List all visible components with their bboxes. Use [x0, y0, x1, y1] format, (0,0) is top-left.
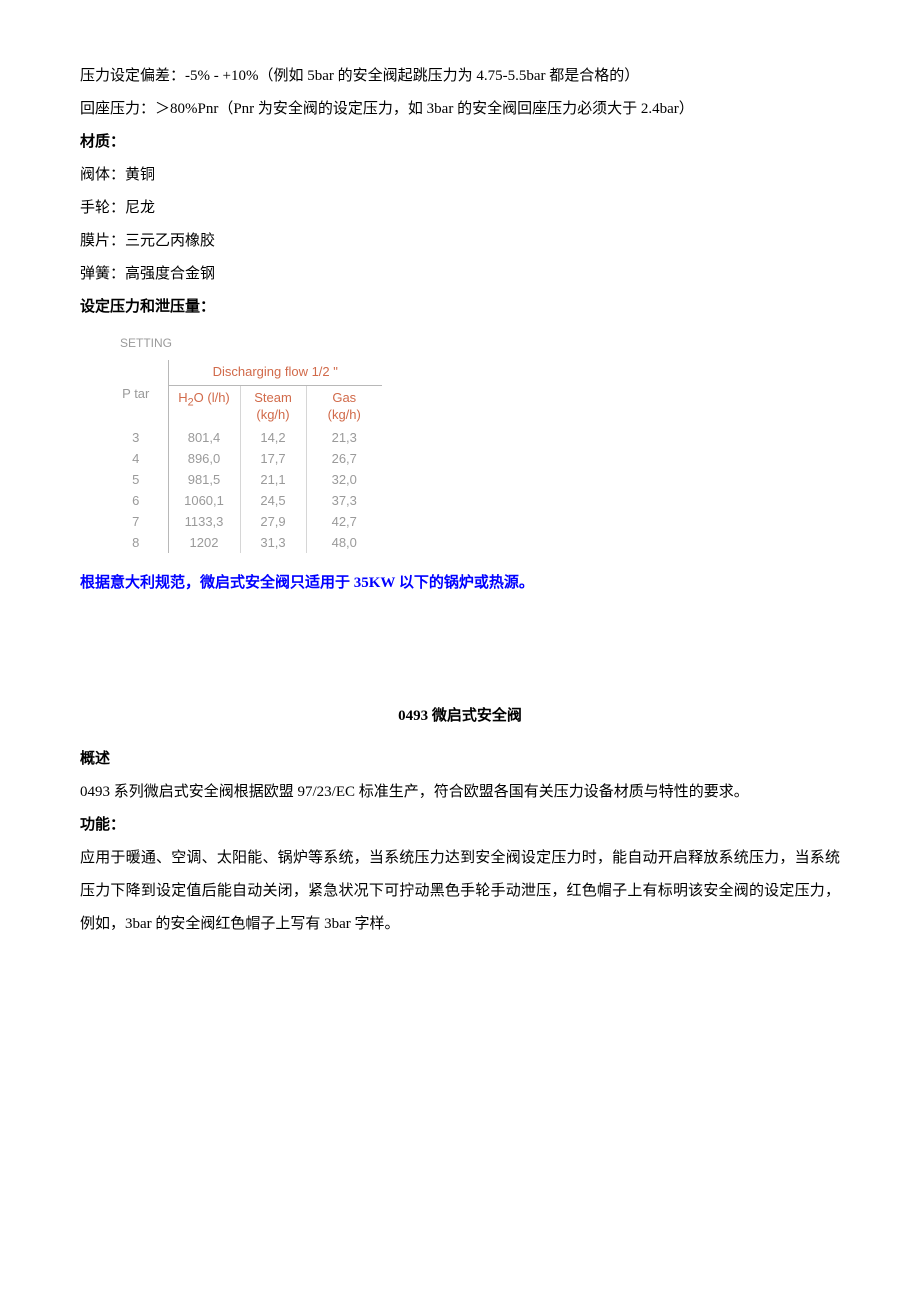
col-header-ptar: P tar: [104, 360, 168, 428]
cell-steam: 21,1: [240, 470, 306, 491]
cell-gas: 26,7: [306, 449, 382, 470]
function-text: 应用于暖通、空调、太阳能、锅炉等系统，当系统压力达到安全阀设定压力时，能自动开启…: [80, 842, 840, 941]
material-diaphragm: 膜片：三元乙丙橡胶: [80, 225, 840, 258]
table-row: 3801,414,221,3: [104, 428, 382, 449]
table-row: 61060,124,537,3: [104, 491, 382, 512]
cell-h2o: 1133,3: [168, 512, 240, 533]
cell-p: 3: [104, 428, 168, 449]
overview-heading: 概述: [80, 743, 840, 776]
discharging-flow-table-wrap: P tar Discharging flow 1/2 " H2O (l/h) S…: [104, 360, 840, 553]
col-header-gas: Gas (kg/h): [306, 386, 382, 428]
col-header-steam: Steam(kg/h): [240, 386, 306, 428]
cell-gas: 37,3: [306, 491, 382, 512]
setting-label: SETTING: [120, 330, 840, 356]
cell-p: 5: [104, 470, 168, 491]
cell-p: 6: [104, 491, 168, 512]
setting-flow-heading: 设定压力和泄压量：: [80, 291, 840, 324]
material-spring: 弹簧：高强度合金钢: [80, 258, 840, 291]
cell-steam: 14,2: [240, 428, 306, 449]
cell-h2o: 801,4: [168, 428, 240, 449]
table-row: 71133,327,942,7: [104, 512, 382, 533]
cell-steam: 27,9: [240, 512, 306, 533]
cell-steam: 24,5: [240, 491, 306, 512]
cell-steam: 17,7: [240, 449, 306, 470]
cell-h2o: 1202: [168, 533, 240, 554]
cell-p: 4: [104, 449, 168, 470]
cell-steam: 31,3: [240, 533, 306, 554]
italy-spec-note: 根据意大利规范，微启式安全阀只适用于 35KW 以下的锅炉或热源。: [80, 567, 840, 600]
material-body: 阀体：黄铜: [80, 159, 840, 192]
table-row: 4896,017,726,7: [104, 449, 382, 470]
cell-gas: 21,3: [306, 428, 382, 449]
cell-h2o: 896,0: [168, 449, 240, 470]
cell-gas: 48,0: [306, 533, 382, 554]
col-header-h2o: H2O (l/h): [168, 386, 240, 428]
cell-p: 8: [104, 533, 168, 554]
cell-h2o: 981,5: [168, 470, 240, 491]
table-row: 8120231,348,0: [104, 533, 382, 554]
col-group-discharging: Discharging flow 1/2 ": [168, 360, 382, 385]
reseat-pressure-line: 回座压力：＞80%Pnr（Pnr 为安全阀的设定压力，如 3bar 的安全阀回座…: [80, 93, 840, 126]
cell-gas: 32,0: [306, 470, 382, 491]
cell-gas: 42,7: [306, 512, 382, 533]
overview-text: 0493 系列微启式安全阀根据欧盟 97/23/EC 标准生产，符合欧盟各国有关…: [80, 776, 840, 809]
cell-h2o: 1060,1: [168, 491, 240, 512]
product-0493-title: 0493 微启式安全阀: [80, 700, 840, 733]
discharging-flow-table: P tar Discharging flow 1/2 " H2O (l/h) S…: [104, 360, 382, 553]
cell-p: 7: [104, 512, 168, 533]
pressure-deviation-line: 压力设定偏差：-5% - +10%（例如 5bar 的安全阀起跳压力为 4.75…: [80, 60, 840, 93]
table-row: 5981,521,132,0: [104, 470, 382, 491]
material-heading: 材质：: [80, 126, 840, 159]
function-heading: 功能：: [80, 809, 840, 842]
material-handwheel: 手轮：尼龙: [80, 192, 840, 225]
